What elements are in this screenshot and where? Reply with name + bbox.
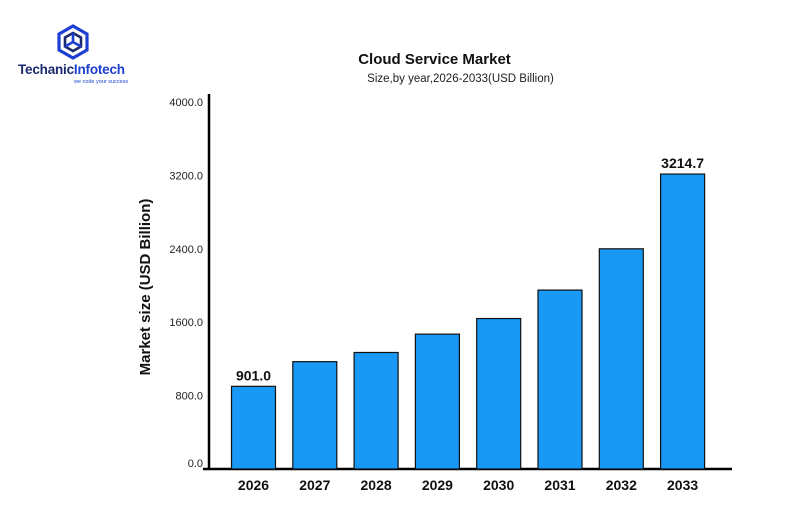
data-label: 3214.7	[661, 155, 704, 171]
chart-subtitle: Size,by year,2026-2033(USD Billion)	[367, 73, 554, 85]
x-tick-label: 2026	[238, 477, 269, 493]
brand-logo: TechanicInfotech we code your success	[18, 24, 138, 85]
y-axis-title: Market size (USD Billion)	[137, 199, 154, 376]
bar	[414, 333, 460, 470]
bar	[598, 248, 644, 470]
y-tick-label: 1600.0	[169, 317, 203, 329]
x-tick-label: 2033	[667, 477, 698, 493]
y-tick-label: 4000.0	[169, 97, 203, 109]
bar	[476, 317, 522, 470]
x-tick-label: 2029	[422, 477, 453, 493]
x-tick-label: 2027	[299, 477, 330, 493]
x-tick-label: 2032	[606, 477, 637, 493]
data-label: 901.0	[236, 367, 271, 383]
y-tick-label: 0.0	[188, 458, 203, 470]
bar	[292, 361, 338, 470]
x-tick-label: 2030	[483, 477, 514, 493]
y-tick-label: 2400.0	[169, 244, 203, 256]
y-tick-label: 3200.0	[169, 170, 203, 182]
bar	[659, 173, 706, 470]
x-tick-label: 2031	[544, 477, 575, 493]
brand-name-part2: Infotech	[73, 62, 125, 77]
y-tick-label: 800.0	[175, 391, 203, 403]
bar	[537, 289, 583, 470]
chart-title: Cloud Service Market	[358, 51, 511, 68]
hexagon-logo-icon	[57, 24, 89, 60]
x-tick-label: 2028	[361, 477, 392, 493]
brand-name: TechanicInfotech	[18, 62, 138, 77]
bar	[230, 385, 277, 470]
brand-tagline: we code your success	[74, 79, 129, 85]
bar	[353, 351, 399, 470]
brand-name-part1: Techanic	[18, 62, 74, 77]
